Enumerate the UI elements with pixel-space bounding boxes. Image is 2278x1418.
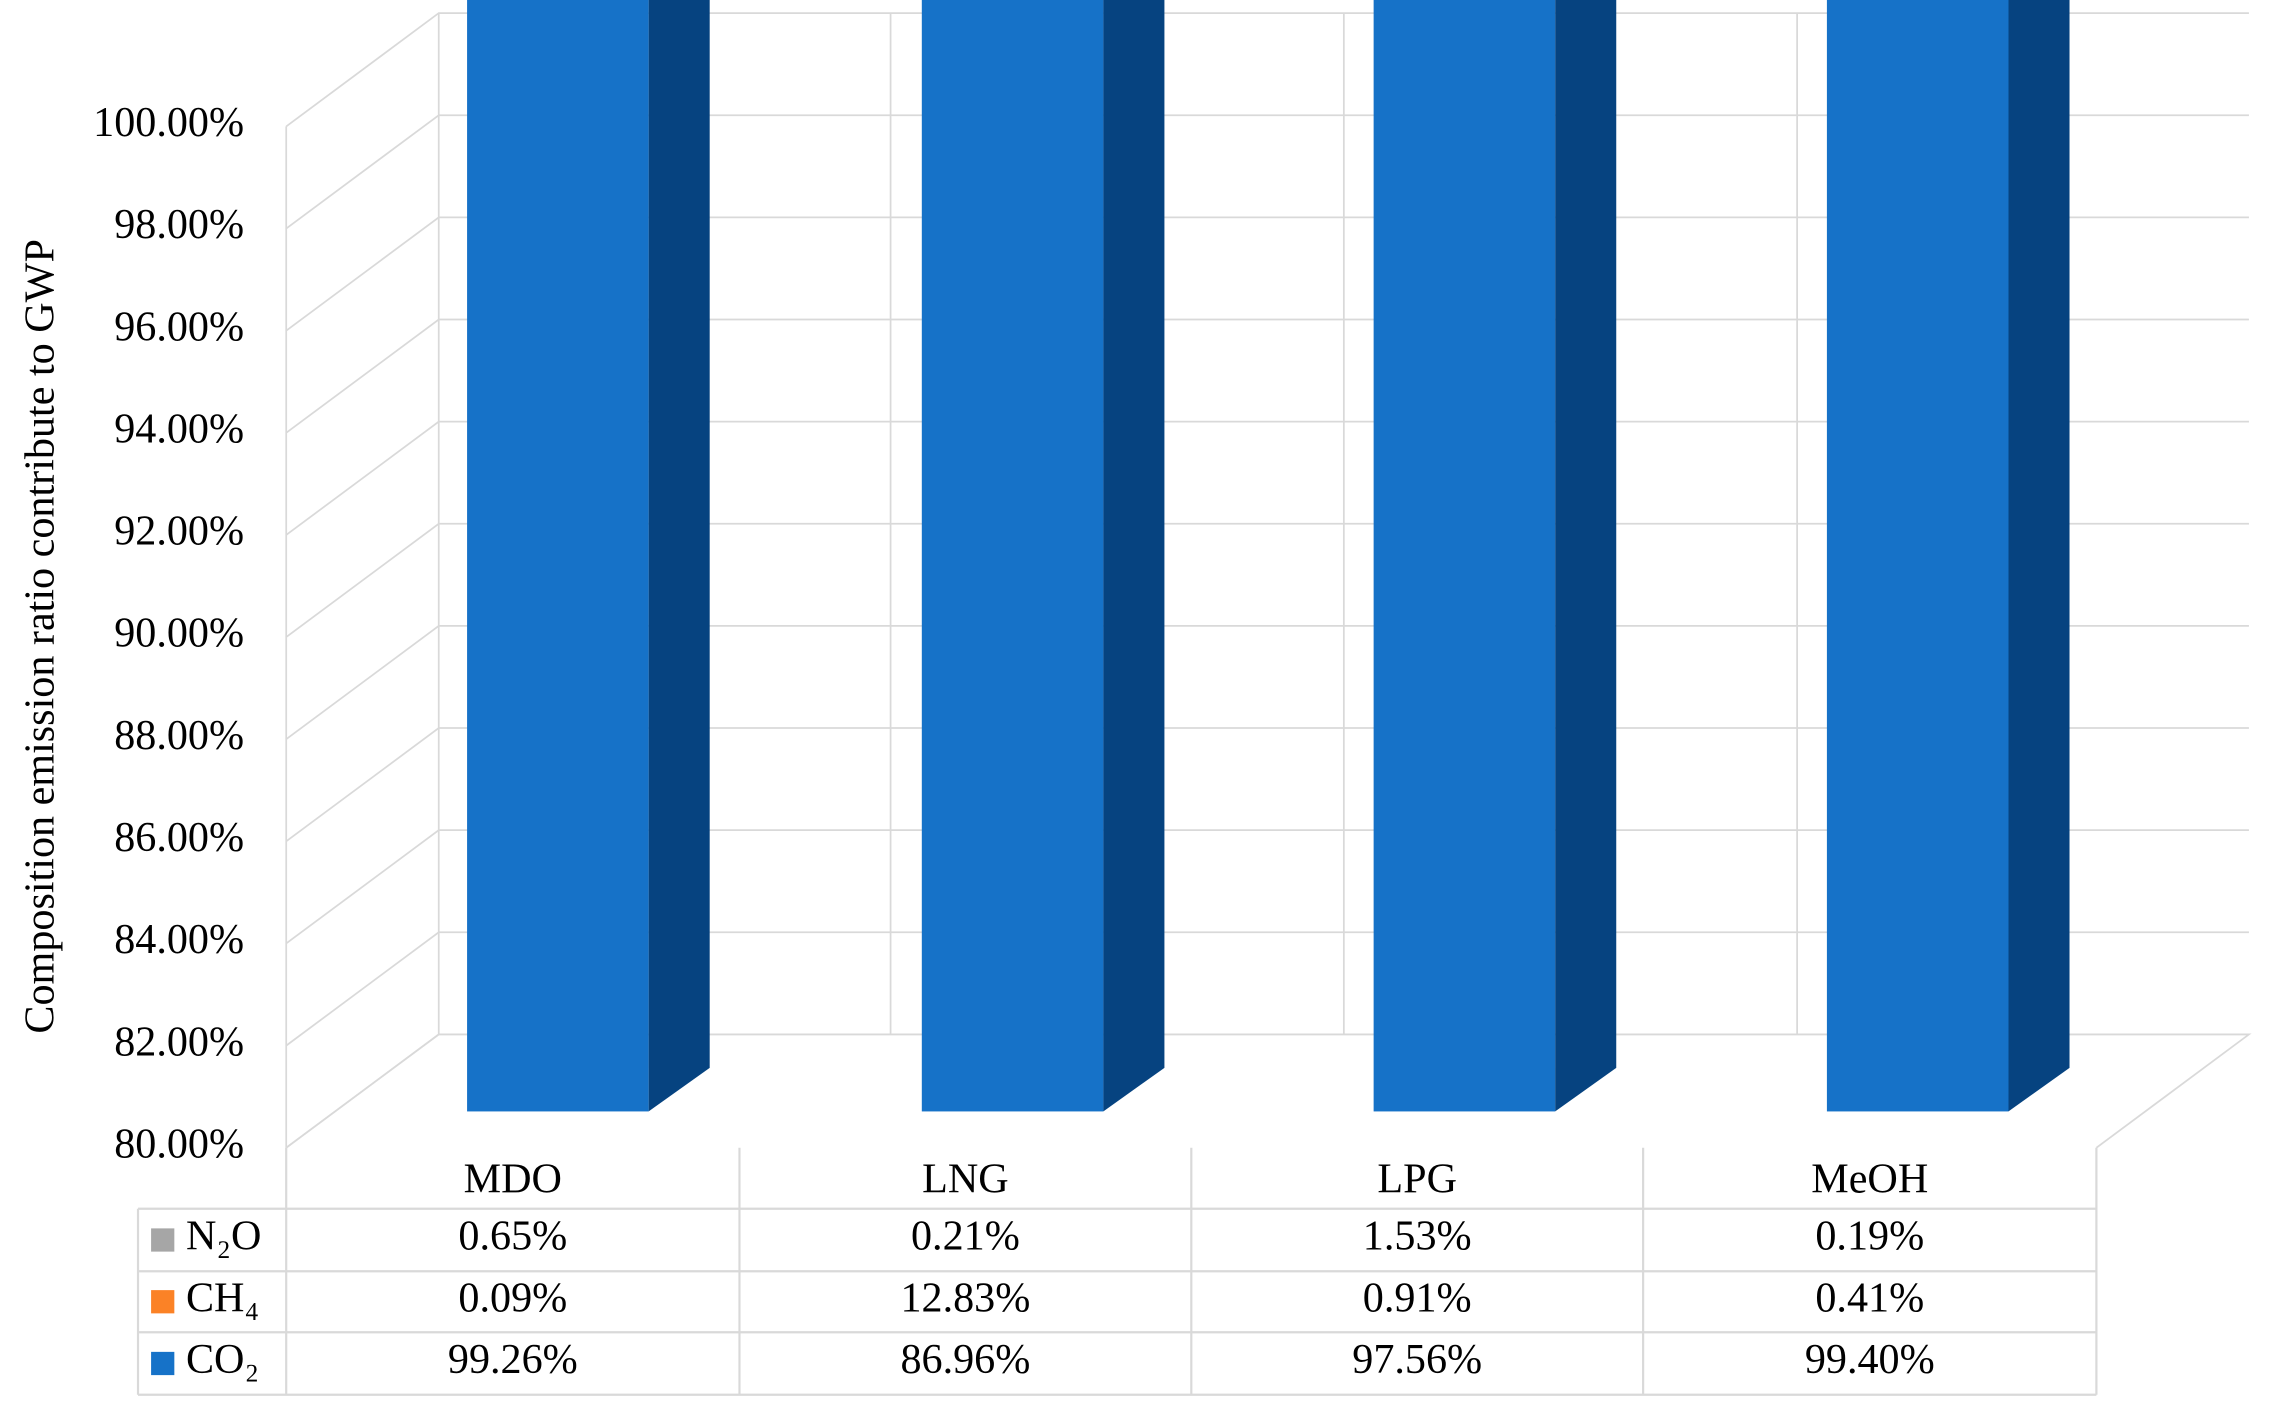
grid-line: [285, 625, 2249, 740]
x-tick-label: LPG: [1377, 1155, 1457, 1202]
bar-side: [1103, 0, 1165, 1112]
legend-key: [151, 1228, 175, 1252]
grid-line: [285, 420, 2249, 536]
legend-key: [151, 1351, 175, 1376]
y-tick-label: 82.00%: [114, 1018, 244, 1065]
x-tick-label: MDO: [464, 1155, 562, 1202]
grid-line: [285, 114, 2249, 230]
x-tick-label: MeOH: [1811, 1155, 1928, 1202]
bar-segment: [1826, 0, 2009, 1112]
bar-side: [1555, 0, 1617, 1112]
y-tick-label: 98.00%: [114, 201, 244, 248]
y-tick-label: 90.00%: [114, 610, 244, 657]
bar-side: [648, 0, 710, 1112]
table-value: 0.91%: [1363, 1274, 1472, 1321]
y-tick-label: 84.00%: [114, 916, 244, 963]
table-value: 1.53%: [1363, 1213, 1472, 1260]
table-value: 12.83%: [900, 1274, 1030, 1321]
bar-segment: [921, 0, 1104, 1112]
y-tick-label: 92.00%: [114, 508, 244, 555]
legend-label: CO₂: [186, 1336, 259, 1383]
legend-label: N₂O: [186, 1213, 262, 1260]
y-tick-label: 96.00%: [114, 303, 244, 350]
grid-line: [285, 522, 2249, 638]
grid-line: [285, 318, 2249, 434]
bar-segment: [467, 0, 649, 1112]
grid-line: [285, 216, 2249, 332]
table-value: 0.21%: [911, 1213, 1020, 1260]
table-value: 99.40%: [1805, 1336, 1935, 1383]
grid-line: [285, 1033, 2249, 1149]
table-value: 97.56%: [1352, 1336, 1482, 1383]
y-tick-label: 80.00%: [114, 1120, 244, 1167]
grid-line: [285, 12, 2249, 128]
table-value: 86.96%: [900, 1336, 1030, 1383]
bar-side: [2008, 0, 2070, 1112]
table-value: 99.26%: [448, 1336, 578, 1383]
legend-key: [151, 1290, 175, 1314]
legend-label: CH₄: [186, 1274, 259, 1321]
grid-line: [285, 931, 2249, 1047]
y-tick-label: 94.00%: [114, 405, 244, 452]
y-axis-label: Composition emission ratio contribute to…: [16, 239, 63, 1033]
table-value: 0.09%: [458, 1274, 567, 1321]
grid-line: [285, 727, 2249, 843]
grid-line: [285, 829, 2249, 945]
x-tick-label: LNG: [922, 1155, 1009, 1202]
y-tick-label: 86.00%: [114, 814, 244, 861]
table-value: 0.41%: [1815, 1274, 1924, 1321]
table-value: 0.65%: [458, 1213, 567, 1260]
y-tick-label: 88.00%: [114, 712, 244, 759]
y-tick-label: 100.00%: [93, 99, 244, 146]
bar-segment: [1373, 0, 1556, 1112]
table-value: 0.19%: [1815, 1213, 1924, 1260]
